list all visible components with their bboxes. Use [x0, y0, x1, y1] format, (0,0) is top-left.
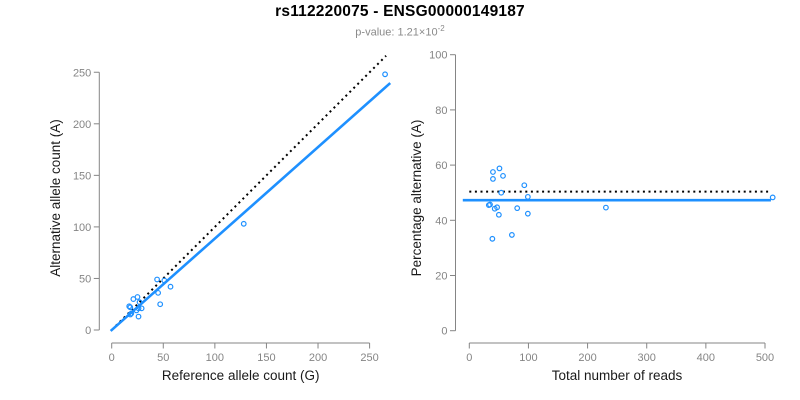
- data-point: [489, 235, 496, 242]
- x-tick-label: 250: [360, 352, 378, 364]
- data-point: [498, 189, 505, 196]
- data-point: [161, 277, 168, 284]
- data-point: [135, 313, 142, 320]
- data-point: [134, 294, 141, 300]
- data-point: [127, 304, 134, 311]
- y-tick-label: 200: [73, 119, 91, 131]
- x-tick-label: 0: [466, 352, 472, 364]
- data-point: [508, 232, 515, 238]
- right-plot: 0 20 40 60 80 100 0 100 200 300 400 500 Total number…: [409, 50, 776, 383]
- y-tick-label: 60: [435, 160, 447, 172]
- x-axis-label: Reference allele count (G): [162, 368, 320, 383]
- fit-line: [109, 82, 392, 332]
- x-tick-label: 500: [756, 352, 774, 364]
- data-point: [127, 311, 134, 318]
- data-point: [500, 172, 506, 179]
- y-tick-label: 100: [429, 50, 447, 62]
- x-tick-label: 150: [257, 352, 275, 364]
- data-point: [382, 71, 388, 78]
- x-tick-label: 200: [309, 352, 327, 364]
- data-point: [524, 210, 531, 217]
- data-point: [603, 204, 609, 211]
- y-tick-label: 80: [435, 105, 447, 117]
- identity-line: [115, 55, 387, 327]
- data-point: [485, 202, 492, 209]
- y-tick-label: 0: [441, 326, 447, 338]
- y-tick-label: 150: [73, 170, 91, 182]
- left-plot: 0 50 100 150 200 250 0 50 100 150 200 250 Reference …: [48, 55, 392, 383]
- data-point: [524, 193, 531, 200]
- pvalue-exponent: -2: [437, 24, 445, 33]
- x-axis-label: Total number of reads: [552, 368, 683, 383]
- y-axis-label: Percentage alternative (A): [409, 120, 424, 277]
- data-point: [154, 276, 160, 283]
- data-point: [769, 194, 776, 201]
- x-tick-label: 100: [519, 352, 537, 364]
- x-tick-label: 100: [206, 352, 224, 364]
- data-point: [136, 299, 143, 306]
- x-tick-label: 400: [697, 352, 715, 364]
- y-axis-label: Alternative allele count (A): [48, 119, 63, 277]
- y-tick-label: 250: [73, 67, 91, 79]
- data-point: [157, 301, 164, 308]
- data-point: [490, 169, 496, 175]
- y-tick-label: 50: [79, 273, 91, 285]
- data-point: [138, 305, 145, 312]
- chart-title: rs112220075 - ENSG00000149187: [275, 3, 525, 20]
- pvalue-subtitle: p-value: 1.21×10-2: [0, 24, 800, 39]
- y-tick-label: 0: [85, 325, 91, 337]
- y-tick-label: 40: [435, 215, 447, 227]
- data-point: [126, 303, 133, 310]
- data-point: [491, 205, 498, 212]
- x-tick-label: 300: [638, 352, 656, 364]
- x-tick-label: 200: [578, 352, 596, 364]
- x-tick-label: 0: [109, 352, 115, 364]
- chart-header: rs112220075 - ENSG00000149187 p-value: 1…: [0, 3, 800, 39]
- data-point: [167, 283, 174, 290]
- x-tick-label: 50: [157, 352, 169, 364]
- data-point: [495, 211, 502, 218]
- data-point: [155, 289, 162, 296]
- data-point: [133, 307, 140, 314]
- data-point: [514, 205, 521, 212]
- data-point: [521, 182, 528, 189]
- data-point: [490, 175, 496, 182]
- data-point: [128, 310, 135, 317]
- pvalue-text: p-value: 1.21×10: [355, 26, 438, 39]
- data-point: [496, 165, 503, 172]
- y-tick-label: 20: [435, 271, 447, 283]
- y-tick-label: 100: [73, 222, 91, 234]
- data-point: [240, 220, 247, 227]
